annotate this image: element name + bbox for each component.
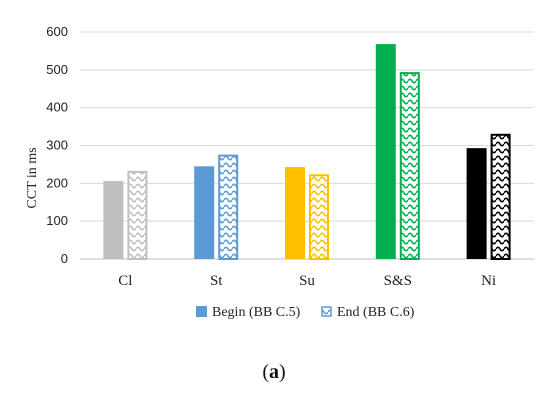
bar-end-su [309,174,329,260]
x-tick-label: Cl [118,273,132,289]
gridlines [80,31,534,260]
y-tick-label: 500 [46,62,68,77]
caption-close-paren: ) [279,361,286,383]
bar-begin-ni [466,148,487,259]
bar-end-ni [490,133,511,260]
y-axis-ticks: 0 100 200 300 400 500 600 [46,24,68,266]
x-tick-label: Su [299,273,315,289]
legend-swatch-end [321,306,332,317]
bar-begin-ss [375,44,396,260]
x-axis-ticks: Cl St Su S&S Ni [118,273,496,289]
bar-end-ss [399,72,420,260]
caption-letter: a [269,361,279,383]
y-tick-label: 600 [46,24,68,39]
legend-label-begin: Begin (BB C.5) [212,305,301,320]
bar-end-st [218,154,239,260]
bar-begin-st [194,166,215,259]
y-tick-label: 400 [46,100,68,115]
bars [103,44,511,260]
legend-swatch-begin [196,306,207,317]
y-tick-label: 300 [46,138,68,153]
x-tick-label: Ni [481,273,496,289]
legend-label-end: End (BB C.6) [337,305,415,320]
y-axis-label: CCT in ms [25,147,40,208]
bar-begin-su [285,167,305,259]
y-tick-label: 200 [46,175,68,190]
y-tick-label: 100 [46,213,68,228]
x-tick-label: S&S [384,273,412,289]
x-tick-label: St [210,273,223,289]
bar-begin-cl [103,181,124,259]
figure-caption: (a) [262,361,285,383]
legend: Begin (BB C.5) End (BB C.6) [196,305,415,320]
caption-open-paren: ( [262,361,269,383]
bar-end-cl [127,170,148,260]
y-tick-label: 0 [61,251,68,266]
